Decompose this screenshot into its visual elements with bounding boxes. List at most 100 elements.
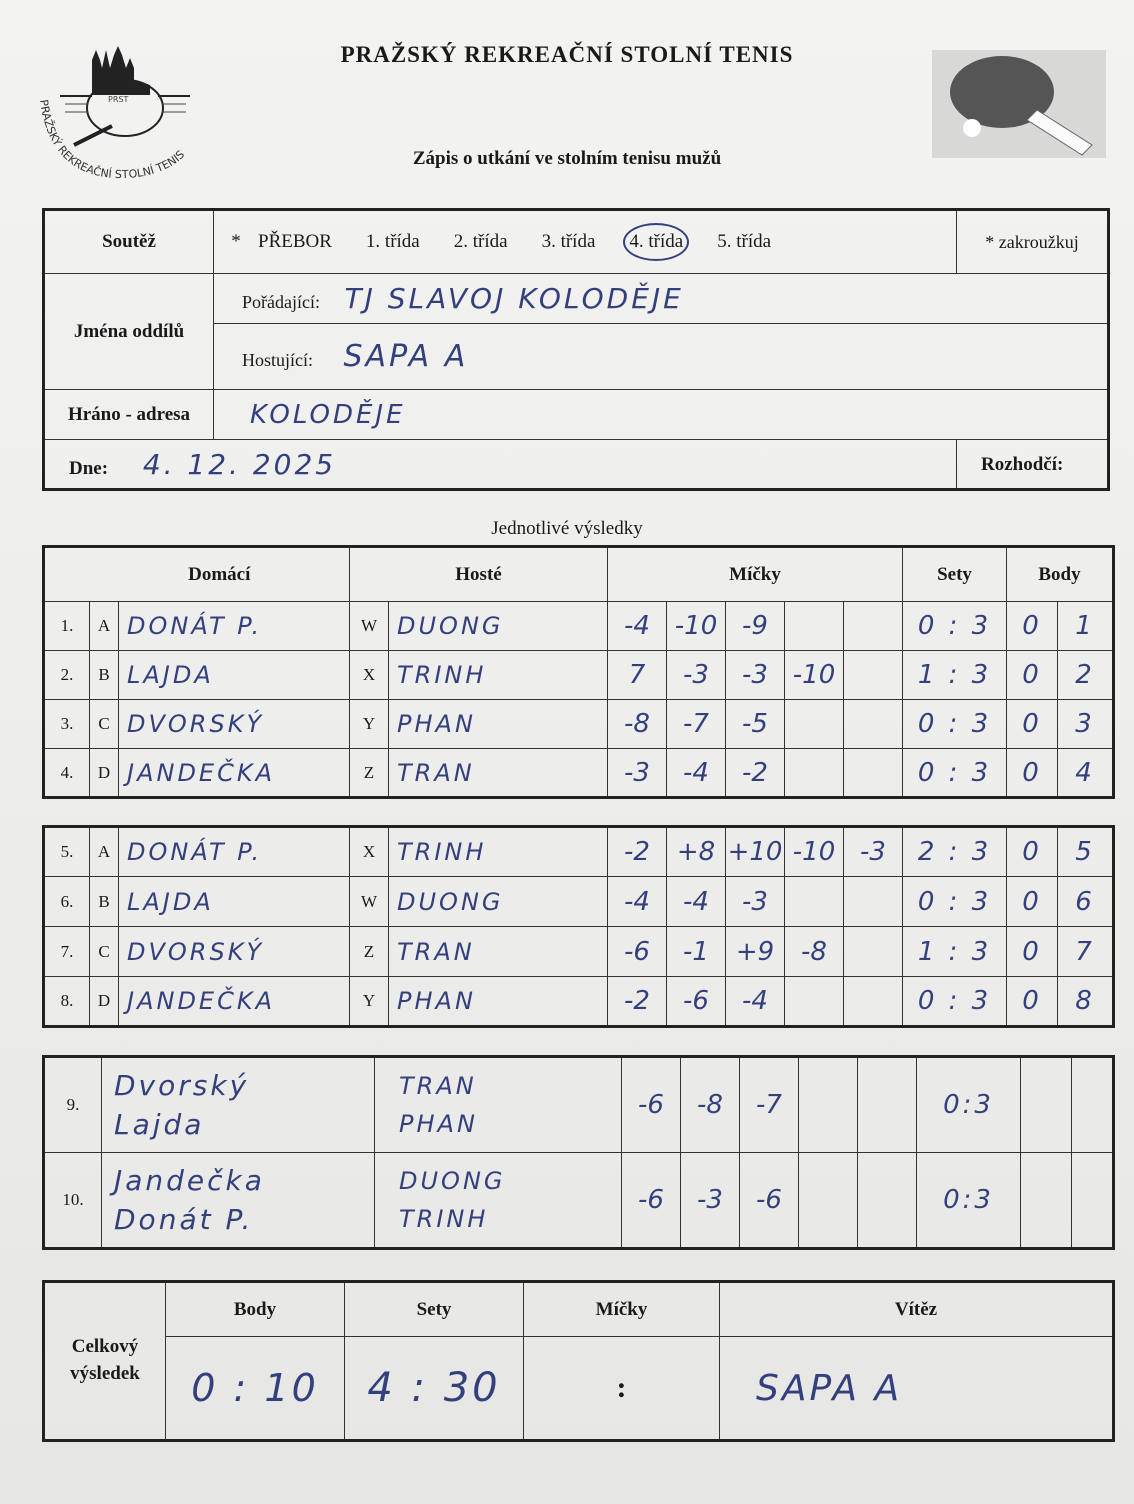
ball-score[interactable]: -3: [725, 876, 785, 927]
ball-score[interactable]: [784, 699, 844, 749]
points-guest[interactable]: 6: [1057, 876, 1114, 927]
points-home[interactable]: [1020, 1056, 1072, 1153]
total-body-value[interactable]: 0 : 10: [165, 1336, 345, 1441]
ball-score[interactable]: -9: [725, 601, 785, 651]
poradajici-value[interactable]: TJ SLAVOJ KOLODĚJE: [344, 282, 684, 315]
home-player[interactable]: LAJDA: [118, 876, 350, 927]
home-player[interactable]: DONÁT P.: [118, 601, 350, 651]
points-home[interactable]: 0: [1006, 826, 1058, 877]
home-player[interactable]: Jandečka: [114, 1163, 265, 1197]
ball-score[interactable]: -6: [607, 926, 667, 977]
home-player[interactable]: Dvorský: [114, 1068, 250, 1102]
points-guest[interactable]: [1071, 1152, 1114, 1249]
ball-score[interactable]: -3: [843, 826, 903, 877]
sets-score[interactable]: 0 : 3: [902, 699, 1007, 749]
sets-score[interactable]: 0 : 3: [902, 601, 1007, 651]
ball-score[interactable]: 7: [607, 650, 667, 700]
ball-score[interactable]: [843, 976, 903, 1027]
ball-score[interactable]: -10: [784, 826, 844, 877]
ball-score[interactable]: -6: [621, 1056, 681, 1153]
guest-pair[interactable]: TRAN PHAN: [374, 1056, 622, 1153]
hrano-value[interactable]: KOLODĚJE: [250, 399, 406, 430]
home-player[interactable]: LAJDA: [118, 650, 350, 700]
sets-score[interactable]: 1 : 3: [902, 650, 1007, 700]
ball-score[interactable]: +8: [666, 826, 726, 877]
points-guest[interactable]: 3: [1057, 699, 1114, 749]
class-option[interactable]: 2. třída: [453, 231, 508, 252]
points-guest[interactable]: 2: [1057, 650, 1114, 700]
sets-score[interactable]: 0 : 3: [902, 748, 1007, 798]
points-home[interactable]: 0: [1006, 699, 1058, 749]
guest-player[interactable]: PHAN: [388, 976, 608, 1027]
guest-player[interactable]: PHAN: [388, 699, 608, 749]
points-home[interactable]: 0: [1006, 748, 1058, 798]
points-home[interactable]: 0: [1006, 926, 1058, 977]
ball-score[interactable]: [798, 1056, 858, 1153]
sets-score[interactable]: 1 : 3: [902, 926, 1007, 977]
home-player[interactable]: DONÁT P.: [118, 826, 350, 877]
ball-score[interactable]: [843, 926, 903, 977]
ball-score[interactable]: -10: [784, 650, 844, 700]
class-option[interactable]: 5. třída: [717, 231, 772, 252]
ball-score[interactable]: -4: [607, 876, 667, 927]
points-guest[interactable]: 7: [1057, 926, 1114, 977]
sets-score[interactable]: 2 : 3: [902, 826, 1007, 877]
ball-score[interactable]: -6: [739, 1152, 799, 1249]
home-player[interactable]: Lajda: [114, 1108, 205, 1141]
guest-player[interactable]: TRINH: [399, 1205, 489, 1233]
points-home[interactable]: 0: [1006, 650, 1058, 700]
total-vitez-value[interactable]: SAPA A: [719, 1336, 1114, 1441]
ball-score[interactable]: -3: [607, 748, 667, 798]
home-player[interactable]: DVORSKÝ: [118, 926, 350, 977]
class-option[interactable]: 4. třída: [623, 223, 690, 261]
ball-score[interactable]: -4: [666, 748, 726, 798]
home-player[interactable]: JANDEČKA: [118, 976, 350, 1027]
ball-score[interactable]: -3: [725, 650, 785, 700]
ball-score[interactable]: [843, 699, 903, 749]
ball-score[interactable]: [784, 601, 844, 651]
ball-score[interactable]: -5: [725, 699, 785, 749]
guest-player[interactable]: TRINH: [388, 650, 608, 700]
sets-score[interactable]: 0:3: [916, 1152, 1021, 1249]
ball-score[interactable]: -6: [666, 976, 726, 1027]
hostujici-value[interactable]: SAPA A: [343, 339, 469, 374]
ball-score[interactable]: -7: [739, 1056, 799, 1153]
ball-score[interactable]: [784, 976, 844, 1027]
ball-score[interactable]: -4: [666, 876, 726, 927]
sets-score[interactable]: 0 : 3: [902, 876, 1007, 927]
ball-score[interactable]: -4: [607, 601, 667, 651]
ball-score[interactable]: -3: [666, 650, 726, 700]
points-home[interactable]: 0: [1006, 976, 1058, 1027]
ball-score[interactable]: [843, 650, 903, 700]
guest-player[interactable]: TRAN: [388, 748, 608, 798]
points-guest[interactable]: 8: [1057, 976, 1114, 1027]
ball-score[interactable]: -2: [725, 748, 785, 798]
points-home[interactable]: 0: [1006, 601, 1058, 651]
ball-score[interactable]: [843, 876, 903, 927]
ball-score[interactable]: [798, 1152, 858, 1249]
home-player[interactable]: JANDEČKA: [118, 748, 350, 798]
guest-pair[interactable]: DUONG TRINH: [374, 1152, 622, 1249]
ball-score[interactable]: -4: [725, 976, 785, 1027]
guest-player[interactable]: TRAN: [399, 1071, 477, 1100]
class-option[interactable]: 3. třída: [541, 231, 596, 252]
guest-player[interactable]: DUONG: [388, 876, 608, 927]
ball-score[interactable]: -8: [607, 699, 667, 749]
ball-score[interactable]: -2: [607, 826, 667, 877]
total-micky-value[interactable]: :: [523, 1336, 720, 1441]
dne-value[interactable]: 4. 12. 2025: [142, 447, 337, 481]
points-home[interactable]: 0: [1006, 876, 1058, 927]
sets-score[interactable]: 0:3: [916, 1056, 1021, 1153]
sets-score[interactable]: 0 : 3: [902, 976, 1007, 1027]
home-pair[interactable]: Dvorský Lajda: [101, 1056, 375, 1153]
home-player[interactable]: DVORSKÝ: [118, 699, 350, 749]
ball-score[interactable]: [784, 748, 844, 798]
ball-score[interactable]: [857, 1056, 917, 1153]
ball-score[interactable]: -3: [680, 1152, 740, 1249]
class-option[interactable]: PŘEBOR: [258, 231, 332, 252]
home-pair[interactable]: Jandečka Donát P.: [101, 1152, 375, 1249]
ball-score[interactable]: -8: [784, 926, 844, 977]
points-guest[interactable]: 1: [1057, 601, 1114, 651]
guest-player[interactable]: DUONG: [388, 601, 608, 651]
points-guest[interactable]: [1071, 1056, 1114, 1153]
